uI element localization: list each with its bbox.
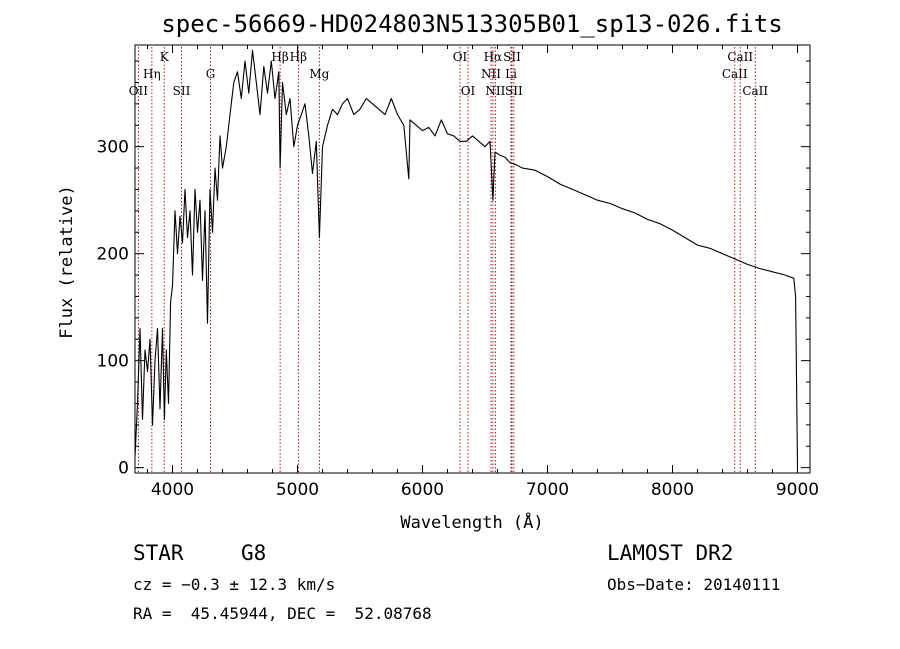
spectrum-line (134, 49, 799, 468)
y-tick-label: 100 (97, 352, 129, 372)
x-tick-label: 9000 (776, 480, 819, 500)
spectral-line-label: Hη (143, 67, 161, 81)
spectral-line-label: SII (503, 50, 521, 64)
spectral-line-label: Hβ (271, 50, 288, 64)
y-tick-label: 0 (118, 459, 129, 479)
spectrum-series (134, 49, 799, 468)
x-tick-label: 8000 (651, 480, 694, 500)
spectral-line-label: Hβ (290, 50, 307, 64)
x-tick-label: 6000 (401, 480, 444, 500)
chart-title: spec-56669-HD024803N513305B01_sp13-026.f… (161, 10, 782, 38)
spectral-line-label: Mg (309, 67, 329, 81)
spectral-line-label: OII (129, 84, 149, 98)
observation-date: Obs−Date: 20140111 (607, 575, 781, 594)
x-axis: 4000 5000 6000 7000 8000 9000 (147, 45, 819, 500)
x-axis-label: Wavelength (Å) (400, 511, 543, 533)
x-tick-label: 7000 (526, 480, 569, 500)
x-tick-label: 5000 (276, 480, 319, 500)
spectral-line-label: SII (505, 84, 523, 98)
spectral-line-label: Hα (484, 50, 503, 64)
y-axis: 0 100 200 300 (97, 60, 810, 479)
spectral-line-label: SII (173, 84, 191, 98)
plot-frame (134, 44, 811, 474)
spectral-line-label: K (160, 50, 170, 64)
y-tick-label: 200 (97, 245, 129, 265)
x-tick-label: 4000 (151, 480, 194, 500)
spectral-line-label: OI (461, 84, 476, 98)
survey-name: LAMOST DR2 (607, 541, 734, 565)
sky-coordinates: RA = 45.45944, DEC = 52.08768 (133, 604, 432, 623)
spectral-line-label: NII (485, 84, 505, 98)
spectral-line-label: G (206, 67, 216, 81)
spectral-line-label: CaII (722, 67, 748, 81)
y-tick-label: 300 (97, 138, 129, 158)
y-axis-label: Flux (relative) (57, 185, 77, 339)
spectral-line-label: CaII (727, 50, 753, 64)
spectral-line-label: Li (505, 67, 517, 81)
object-class: STAR (133, 541, 184, 565)
redshift-cz: cz = −0.3 ± 12.3 km/s (133, 575, 336, 594)
spectral-line-label: CaII (742, 84, 768, 98)
spectral-line-label: NII (481, 67, 501, 81)
object-subclass: G8 (241, 541, 267, 565)
spectral-line-label: OI (453, 50, 468, 64)
